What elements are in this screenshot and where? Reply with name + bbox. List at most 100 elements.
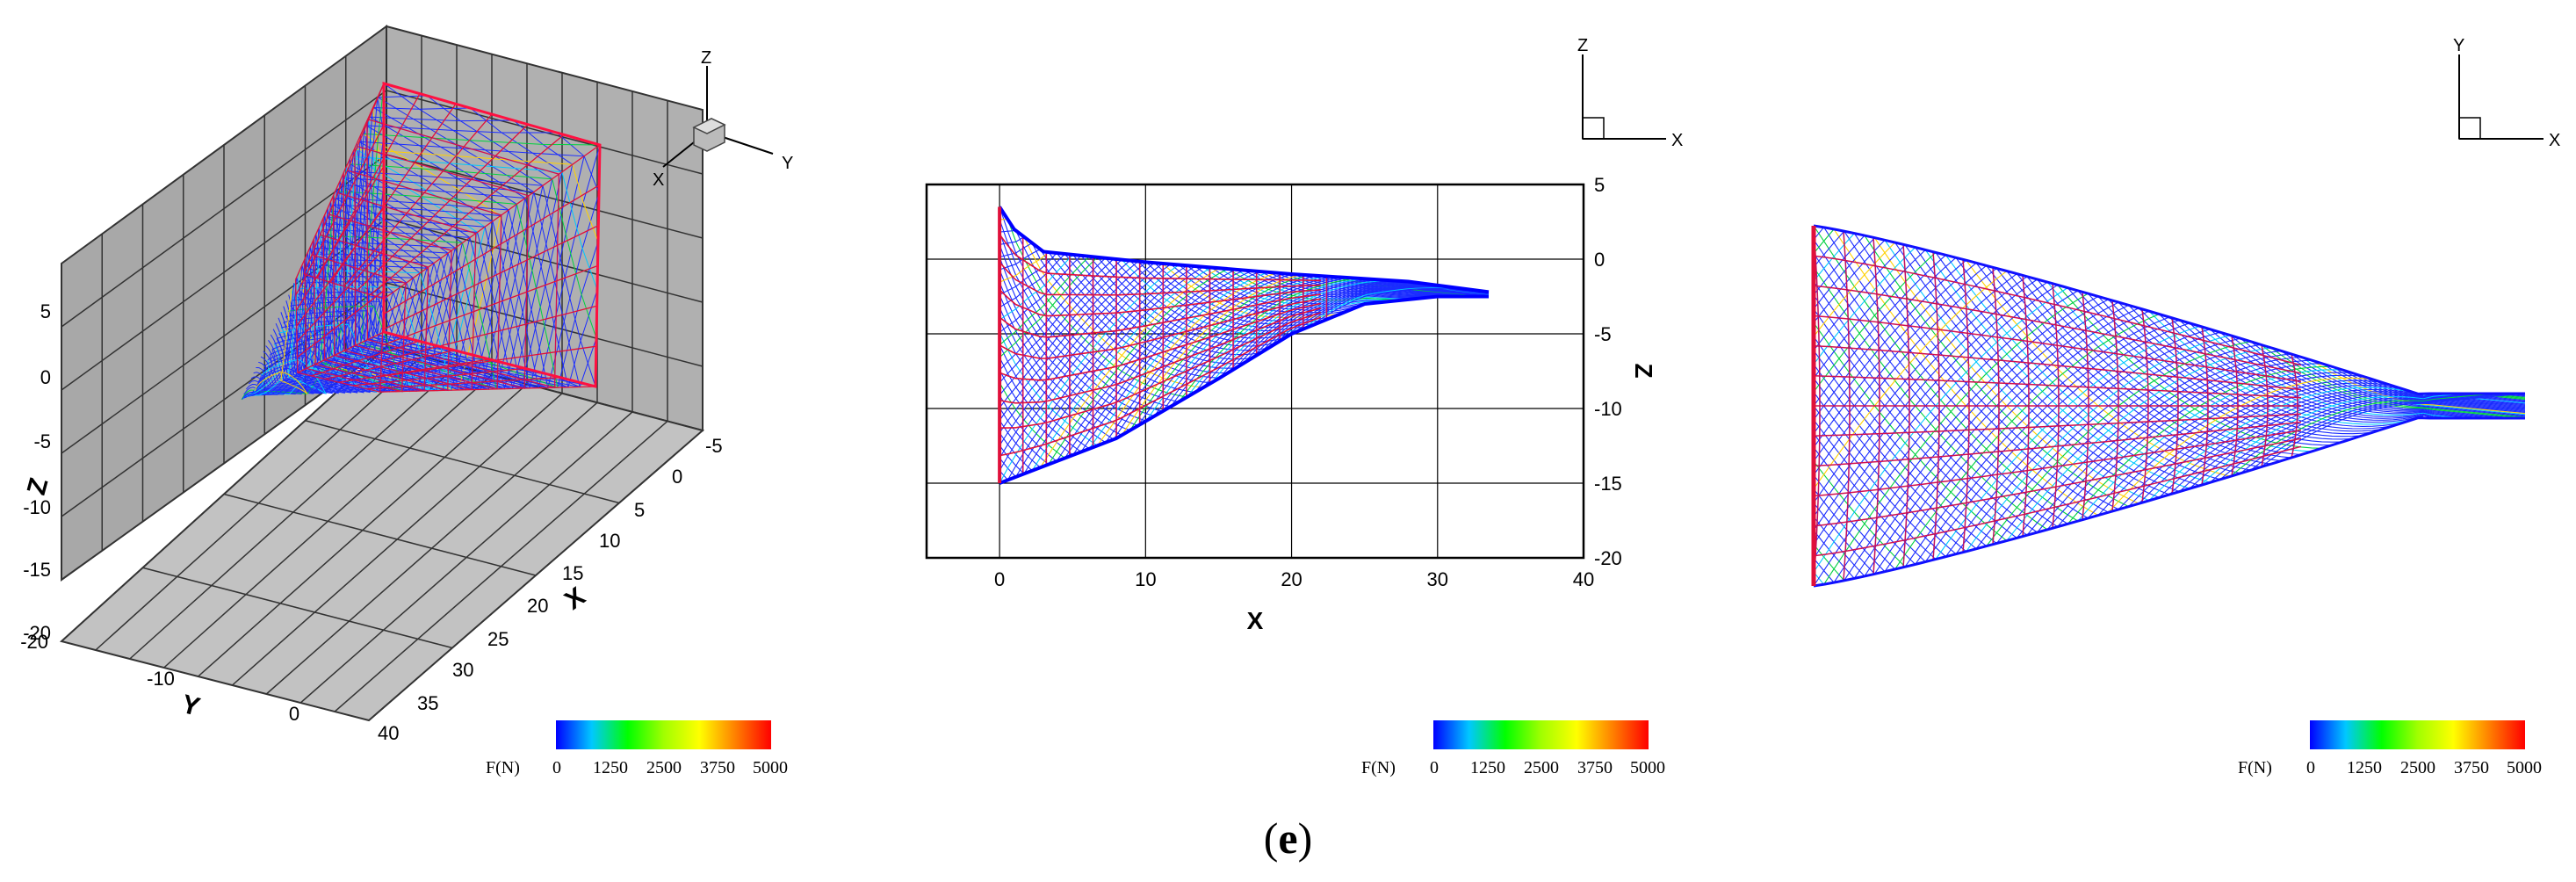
colorbar-tick: 5000 — [2507, 758, 2542, 777]
mesh-line-red — [999, 316, 1322, 457]
triad-label: Z — [1577, 36, 1588, 55]
orientation-triad-xz — [1582, 54, 1666, 140]
net-outline-top — [998, 206, 1490, 294]
z-tick-label: 5 — [40, 300, 51, 322]
colorbar-tick: 2500 — [2400, 758, 2435, 777]
x-tick-label: 20 — [1281, 568, 1302, 590]
x-tick-label: 40 — [1573, 568, 1594, 590]
mesh-line — [1813, 281, 2048, 546]
z-tick-label: 0 — [1594, 249, 1605, 271]
mesh-line-red — [1992, 267, 2000, 545]
mesh-line — [1244, 282, 1424, 364]
mesh-line — [1813, 262, 1977, 448]
mesh-line — [1813, 233, 1855, 282]
mesh-line — [1813, 290, 2079, 587]
mesh-line — [1813, 230, 1845, 268]
mesh-line — [999, 242, 1033, 258]
mesh-line — [1813, 249, 1926, 379]
plot-frame — [925, 183, 1585, 560]
mesh-line-red — [999, 234, 1321, 282]
mesh-line — [1813, 247, 1916, 365]
mesh-line-red — [999, 261, 1321, 296]
mesh-line — [1813, 271, 2008, 489]
mesh-line — [1813, 235, 1865, 296]
mesh-line — [254, 288, 308, 394]
colorbar — [556, 720, 771, 749]
mesh-line-red — [1813, 445, 2302, 557]
x-tick-label: 35 — [417, 692, 438, 714]
triad-label: X — [653, 170, 664, 190]
colorbar-label: F(N) — [486, 758, 520, 777]
panel-3d: 5 0 -5 -10 -15 -20 Z -10 0 -20 Y -5 0 5 … — [20, 25, 793, 777]
mesh-line-red — [999, 307, 1322, 404]
grid-line — [386, 154, 704, 239]
x-tick-label: 15 — [562, 562, 583, 584]
triad-label: Y — [782, 154, 793, 173]
mesh-line — [1813, 251, 1937, 393]
mesh-line-red — [2022, 275, 2030, 537]
mesh-line — [261, 271, 328, 395]
mesh-line-red — [1813, 437, 2302, 527]
z-tick-label: -15 — [23, 559, 51, 581]
mesh-line-red — [1813, 375, 2302, 399]
mesh-line — [1813, 237, 1875, 309]
mesh-line — [1813, 244, 1906, 351]
mesh-line — [2260, 393, 2526, 468]
net-mouth-frame — [382, 82, 602, 388]
x-tick-label: 30 — [1427, 568, 1448, 590]
mesh-line-red — [2052, 283, 2060, 529]
colorbar-tick: 5000 — [1630, 758, 1665, 777]
mesh-line-red — [2231, 336, 2239, 476]
mesh-line — [999, 260, 1130, 408]
net-mesh-xz — [998, 206, 1490, 485]
triad-label: Z — [701, 48, 711, 68]
mesh-line-red — [294, 273, 385, 394]
x-axis-label: X — [1247, 607, 1264, 634]
colorbar-tick: 2500 — [1524, 758, 1559, 777]
x-axis-label: X — [559, 582, 590, 616]
z-tick-label: 0 — [40, 366, 51, 388]
mesh-line — [1813, 350, 1988, 547]
mesh-line — [1813, 278, 2038, 531]
mesh-line — [999, 236, 1025, 245]
mesh-line-red — [999, 312, 1322, 429]
mesh-line — [999, 254, 1073, 321]
mesh-line — [999, 257, 1098, 358]
grid-line — [223, 493, 537, 576]
y-tick-label: -20 — [20, 631, 48, 653]
colorbar-tick: 5000 — [753, 758, 788, 777]
x-tick-label: 30 — [452, 659, 473, 681]
z-tick-label: -20 — [1594, 547, 1622, 569]
mesh-line-red — [2082, 292, 2089, 520]
mesh-line-red — [2201, 326, 2209, 486]
mesh-line — [263, 264, 334, 394]
orientation-triad-xy — [2458, 54, 2544, 140]
colorbar-tick: 3750 — [700, 758, 735, 777]
colorbar-tick: 1250 — [593, 758, 628, 777]
mesh-line-red — [999, 293, 1321, 338]
caption-letter: e — [1278, 813, 1298, 863]
mesh-line — [1813, 284, 2059, 559]
mesh-line — [1235, 281, 1416, 369]
mesh-line-red — [1843, 230, 1851, 582]
net-mesh-3d — [241, 82, 602, 401]
mesh-line-red — [313, 234, 429, 392]
mesh-line — [999, 252, 1057, 296]
mesh-line — [999, 263, 1164, 459]
mesh-line — [999, 258, 1115, 383]
mesh-line-red — [332, 192, 477, 391]
mesh-line — [999, 206, 1180, 402]
mesh-line — [999, 256, 1090, 346]
colorbar-tick: 3750 — [1577, 758, 1613, 777]
x-tick-label: 40 — [378, 722, 399, 744]
orientation-triad-3d — [662, 66, 774, 168]
mesh-line-red — [1902, 244, 1910, 568]
mesh-line — [1813, 225, 2079, 522]
y-tick-label: -10 — [147, 668, 175, 690]
z-tick-label: 5 — [1594, 174, 1605, 196]
colorbar-tick: 0 — [2306, 758, 2315, 777]
mesh-line-red — [1813, 255, 2302, 366]
mesh-line — [1813, 228, 1835, 254]
colorbar-tick: 2500 — [646, 758, 682, 777]
mesh-line-red — [2291, 353, 2298, 459]
